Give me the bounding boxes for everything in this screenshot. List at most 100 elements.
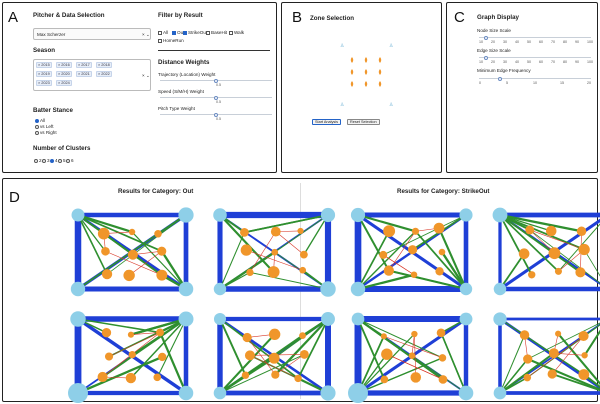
zone-cell[interactable] bbox=[364, 69, 368, 75]
stance-option-label: vs Left bbox=[40, 124, 54, 129]
filter-option[interactable]: BaseHit bbox=[206, 30, 227, 35]
cluster-graph[interactable] bbox=[210, 205, 342, 300]
season-chip-remove-icon[interactable]: × bbox=[98, 72, 102, 76]
cluster-graph[interactable] bbox=[68, 205, 200, 300]
stance-option[interactable]: vs Left bbox=[35, 124, 54, 129]
checkbox-icon[interactable] bbox=[158, 38, 162, 43]
season-chip[interactable]: × 2019 bbox=[36, 71, 52, 77]
season-chip-remove-icon[interactable]: × bbox=[78, 72, 82, 76]
weight-slider[interactable] bbox=[160, 112, 272, 117]
graph-nodes bbox=[493, 312, 590, 400]
cluster-graph[interactable] bbox=[210, 309, 342, 404]
season-chip-remove-icon[interactable]: × bbox=[58, 81, 62, 85]
season-chip[interactable]: × 2017 bbox=[76, 62, 92, 68]
season-chip-remove-icon[interactable]: × bbox=[98, 63, 102, 67]
season-chip-remove-icon[interactable]: × bbox=[38, 63, 42, 67]
graph-edges bbox=[498, 212, 600, 292]
season-chip[interactable]: × 2024 bbox=[56, 80, 72, 86]
chevron-down-icon[interactable]: × ⌄ bbox=[142, 73, 150, 78]
season-chip[interactable]: × 2015 bbox=[36, 62, 52, 68]
edge-size-tick: 90 bbox=[575, 60, 579, 64]
cluster-option[interactable]: 4 bbox=[50, 158, 58, 163]
checkbox-icon[interactable] bbox=[206, 30, 210, 35]
radio-icon[interactable] bbox=[66, 158, 70, 163]
radio-icon[interactable] bbox=[50, 158, 54, 163]
panel-label-b: B bbox=[292, 9, 303, 26]
weight-slider-knob[interactable] bbox=[214, 95, 218, 100]
radio-icon[interactable] bbox=[58, 158, 62, 163]
cluster-graph[interactable] bbox=[68, 309, 200, 404]
zone-cell[interactable] bbox=[378, 57, 382, 63]
filter-option[interactable]: StrikeOut bbox=[183, 30, 207, 35]
chevron-down-icon[interactable]: × ⌄ bbox=[142, 32, 150, 37]
checkbox-icon[interactable] bbox=[172, 30, 176, 35]
radio-icon[interactable] bbox=[42, 158, 46, 163]
season-chip[interactable]: × 2023 bbox=[36, 80, 52, 86]
season-chip-label: 2015 bbox=[41, 63, 50, 67]
cluster-option[interactable]: 5 bbox=[58, 158, 66, 163]
filter-option[interactable]: HomeRun bbox=[158, 38, 184, 43]
start-analysis-button[interactable]: Start Analysis bbox=[312, 119, 342, 125]
season-chip-remove-icon[interactable]: × bbox=[58, 63, 62, 67]
weight-label: Pitch Type Weight bbox=[158, 106, 195, 111]
season-chip-remove-icon[interactable]: × bbox=[38, 81, 42, 85]
season-chip-remove-icon[interactable]: × bbox=[58, 72, 62, 76]
zone-cell[interactable] bbox=[364, 57, 368, 63]
season-chip[interactable]: × 2020 bbox=[56, 71, 72, 77]
pitcher-select[interactable]: Max Scherzer × ⌄ bbox=[33, 28, 151, 40]
weight-slider[interactable] bbox=[160, 78, 272, 83]
zone-cell[interactable] bbox=[364, 81, 368, 87]
stance-option[interactable]: vs Right bbox=[35, 130, 57, 135]
radio-icon[interactable] bbox=[35, 130, 39, 135]
checkbox-icon[interactable] bbox=[183, 30, 187, 35]
zone-cell[interactable] bbox=[378, 81, 382, 87]
season-chip[interactable]: × 2016 bbox=[56, 62, 72, 68]
cluster-graph[interactable] bbox=[490, 309, 600, 404]
filter-option[interactable]: Out bbox=[172, 30, 184, 35]
zone-cells[interactable] bbox=[350, 57, 382, 87]
zone-cell[interactable] bbox=[350, 57, 354, 63]
weight-slider-knob[interactable] bbox=[214, 78, 218, 83]
radio-icon[interactable] bbox=[35, 124, 39, 129]
zone-heading: Zone Selection bbox=[310, 15, 355, 22]
checkbox-icon[interactable] bbox=[158, 30, 162, 35]
cluster-option[interactable]: 2 bbox=[34, 158, 42, 163]
filter-option[interactable]: Walk bbox=[229, 30, 244, 35]
node-size-knob[interactable] bbox=[484, 35, 489, 40]
season-chip[interactable]: × 2022 bbox=[96, 71, 112, 77]
batter-heading: Batter Stance bbox=[33, 107, 73, 114]
edge-size-knob[interactable] bbox=[484, 55, 489, 60]
filter-divider bbox=[158, 50, 270, 51]
cluster-option[interactable]: 3 bbox=[42, 158, 50, 163]
checkbox-icon[interactable] bbox=[229, 30, 233, 35]
season-multiselect[interactable]: × ⌄ bbox=[33, 59, 151, 91]
node-size-slider[interactable] bbox=[479, 35, 591, 40]
weight-slider[interactable] bbox=[160, 95, 272, 100]
radio-icon[interactable] bbox=[35, 118, 39, 123]
zone-cell[interactable] bbox=[378, 69, 382, 75]
cluster-graph[interactable] bbox=[348, 309, 480, 404]
zone-cell[interactable] bbox=[350, 81, 354, 87]
filter-option-label: HomeRun bbox=[163, 38, 184, 43]
node-size-tick: 50 bbox=[527, 40, 531, 44]
filter-option-label: BaseHit bbox=[211, 30, 228, 35]
weight-value: 0.5 bbox=[216, 117, 221, 121]
season-chip-remove-icon[interactable]: × bbox=[38, 72, 42, 76]
cluster-graph[interactable] bbox=[490, 205, 600, 300]
filter-option[interactable]: All bbox=[158, 30, 168, 35]
strike-zone-grid[interactable]: ♙ ♙ ♙ ♙ bbox=[332, 38, 402, 110]
stance-option[interactable]: All bbox=[35, 118, 45, 123]
panel-c: C Graph Display Node Size Scale 10 20 30 40… bbox=[446, 2, 598, 173]
season-chip-remove-icon[interactable]: × bbox=[78, 63, 82, 67]
edge-size-slider[interactable] bbox=[479, 55, 591, 60]
min-edge-freq-slider[interactable] bbox=[479, 76, 591, 81]
cluster-option[interactable]: 6 bbox=[66, 158, 74, 163]
zone-cell[interactable] bbox=[350, 69, 354, 75]
reset-selection-button[interactable]: Reset Selection bbox=[347, 119, 380, 125]
season-chip[interactable]: × 2018 bbox=[96, 62, 112, 68]
cluster-graph[interactable] bbox=[348, 205, 480, 300]
min-edge-freq-knob[interactable] bbox=[498, 76, 503, 81]
season-chip[interactable]: × 2021 bbox=[76, 71, 92, 77]
weight-slider-knob[interactable] bbox=[214, 112, 218, 117]
radio-icon[interactable] bbox=[34, 158, 38, 163]
